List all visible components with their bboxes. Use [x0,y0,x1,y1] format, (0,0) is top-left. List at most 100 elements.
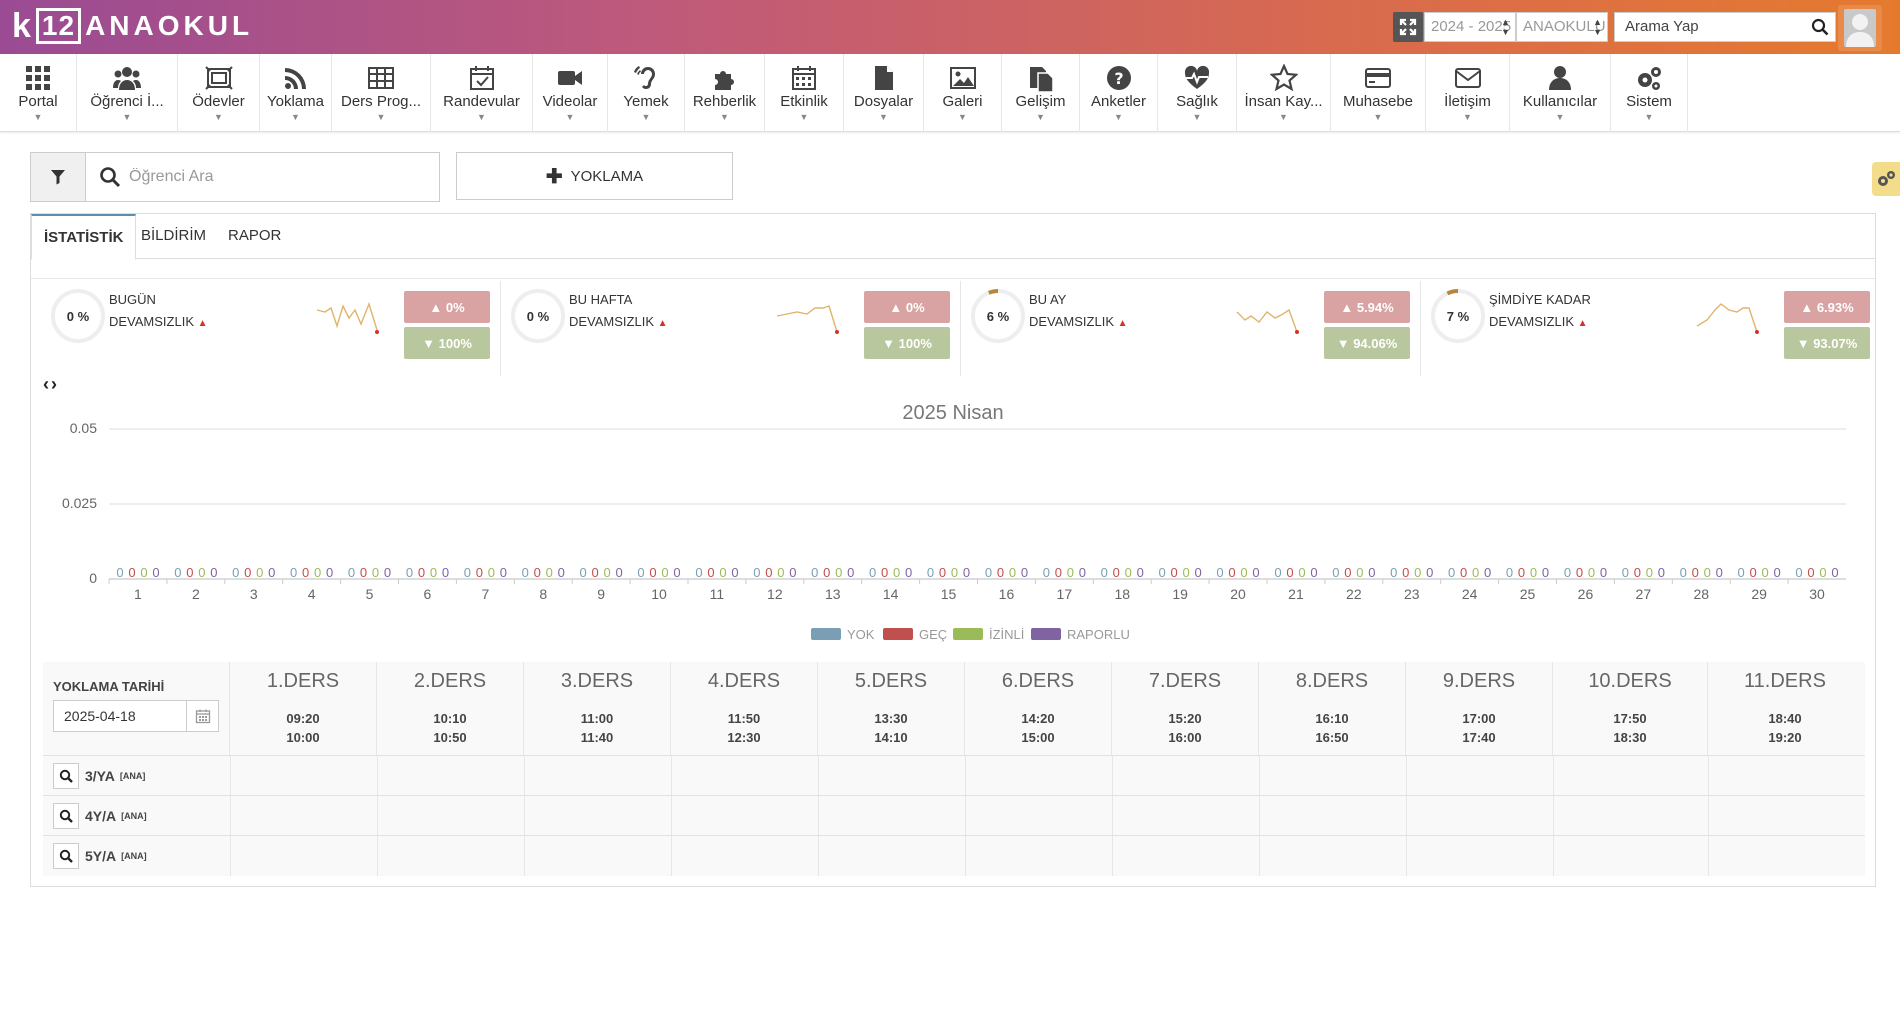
legend-swatch [811,628,841,640]
x-tick-label: 10 [651,586,667,602]
attendance-cell[interactable] [230,796,377,836]
next-month-icon[interactable]: › [51,374,59,394]
search-icon[interactable] [1811,18,1829,36]
attendance-cell[interactable] [1553,796,1708,836]
attendance-cell[interactable] [1259,836,1406,876]
class-search-button[interactable] [53,763,79,789]
data-label: 0 [1274,565,1281,580]
attendance-cell[interactable] [524,836,671,876]
menu-item-12[interactable]: Galeri ▼ [924,54,1002,132]
attendance-cell[interactable] [1112,836,1259,876]
filter-button[interactable] [31,153,86,201]
app-logo[interactable]: k 12 ANAOKUL [12,6,253,46]
prev-month-icon[interactable]: ‹ [43,374,51,394]
menu-item-label: İnsan Kay... [1244,93,1323,110]
stat-title: ŞİMDİYE KADAR DEVAMSIZLIK ▲ [1489,289,1591,335]
stat-card: 0 % BUGÜN DEVAMSIZLIK ▲ ▲ 0% ▼ 100% [41,281,501,376]
attendance-cell[interactable] [1112,756,1259,796]
frame-icon [204,66,233,90]
attendance-cell[interactable] [965,836,1112,876]
data-label: 0 [1600,565,1607,580]
menu-item-4[interactable]: Yoklama ▼ [260,54,332,132]
menu-item-5[interactable]: Ders Prog... ▼ [332,54,431,132]
caret-up-icon: ▲ [889,299,903,315]
menu-item-11[interactable]: Dosyalar ▼ [844,54,924,132]
x-tick-label: 14 [883,586,899,602]
x-tick-label: 24 [1462,586,1478,602]
class-search-button[interactable] [53,803,79,829]
date-input[interactable]: 2025-04-18 [53,700,219,732]
attendance-cell[interactable] [1112,796,1259,836]
x-tick-label: 9 [597,586,605,602]
menu-item-17[interactable]: Muhasebe ▼ [1331,54,1426,132]
y-tick-label: 0.05 [70,420,97,436]
data-label: 0 [1137,565,1144,580]
menu-item-2[interactable]: Öğrenci İ... ▼ [77,54,178,132]
attendance-cell[interactable] [377,756,524,796]
menu-item-15[interactable]: Sağlık ▼ [1158,54,1237,132]
menu-item-1[interactable]: Portal ▼ [0,54,77,132]
attendance-cell[interactable] [671,796,818,836]
global-search-input[interactable]: Arama Yap [1614,12,1836,42]
attendance-cell[interactable] [377,836,524,876]
attendance-cell[interactable] [524,756,671,796]
calendar-icon[interactable] [186,701,218,731]
menu-item-16[interactable]: İnsan Kay... ▼ [1237,54,1331,132]
menu-item-14[interactable]: ? Anketler ▼ [1080,54,1158,132]
menu-item-6[interactable]: Randevular ▼ [431,54,533,132]
student-search-input[interactable] [129,163,429,191]
decrease-badge: ▼ 100% [404,327,490,359]
school-select[interactable]: ANAOKULU ▲ ▼ [1516,12,1608,42]
attendance-cell[interactable] [1406,756,1553,796]
increase-badge: ▲ 6.93% [1784,291,1870,323]
attendance-cell[interactable] [818,796,965,836]
attendance-cell[interactable] [818,836,965,876]
attendance-cell[interactable] [230,836,377,876]
attendance-cell[interactable] [230,756,377,796]
attendance-cell[interactable] [377,796,524,836]
menu-item-7[interactable]: Videolar ▼ [533,54,608,132]
attendance-cell[interactable] [1406,796,1553,836]
data-label: 0 [649,565,656,580]
attendance-cell[interactable] [1708,836,1862,876]
attendance-cell[interactable] [965,796,1112,836]
menu-item-9[interactable]: Rehberlik ▼ [685,54,765,132]
attendance-cell[interactable] [1259,756,1406,796]
menu-item-3[interactable]: Ödevler ▼ [178,54,260,132]
menu-item-label: Öğrenci İ... [90,93,164,110]
fullscreen-button[interactable] [1393,12,1423,42]
attendance-cell[interactable] [671,836,818,876]
menu-item-20[interactable]: Sistem ▼ [1611,54,1688,132]
user-avatar[interactable] [1838,5,1882,51]
menu-item-13[interactable]: Gelişim ▼ [1002,54,1080,132]
lesson-start: 10:10 [433,711,467,726]
year-select[interactable]: 2024 - 2025 ▲ ▼ [1424,12,1516,42]
attendance-cell[interactable] [818,756,965,796]
attendance-cell[interactable] [1406,836,1553,876]
menu-item-8[interactable]: Yemek ▼ [608,54,685,132]
attendance-cell[interactable] [1708,756,1862,796]
data-label: 0 [384,565,391,580]
data-label: 0 [1704,565,1711,580]
menu-item-18[interactable]: İletişim ▼ [1426,54,1510,132]
attendance-cell[interactable] [1553,756,1708,796]
menu-item-19[interactable]: Kullanıcılar ▼ [1510,54,1611,132]
tab-bildirim[interactable]: BİLDİRİM [129,214,218,259]
attendance-cell[interactable] [1708,796,1862,836]
data-label: 0 [951,565,958,580]
attendance-cell[interactable] [671,756,818,796]
lesson-start: 18:40 [1768,711,1802,726]
add-yoklama-button[interactable]: ✚ YOKLAMA [456,152,733,200]
attendance-cell[interactable] [1553,836,1708,876]
chevron-down-icon: ▼ [1373,112,1383,122]
attendance-cell[interactable] [1259,796,1406,836]
data-label: 0 [719,565,726,580]
settings-side-button[interactable] [1872,162,1900,196]
class-search-button[interactable] [53,843,79,869]
attendance-cell[interactable] [524,796,671,836]
attendance-cell[interactable] [965,756,1112,796]
tab-istatistik[interactable]: İSTATİSTİK [31,214,137,260]
stat-period: BU AY [1029,292,1067,307]
menu-item-10[interactable]: Etkinlik ▼ [765,54,844,132]
tab-rapor[interactable]: RAPOR [216,214,293,259]
